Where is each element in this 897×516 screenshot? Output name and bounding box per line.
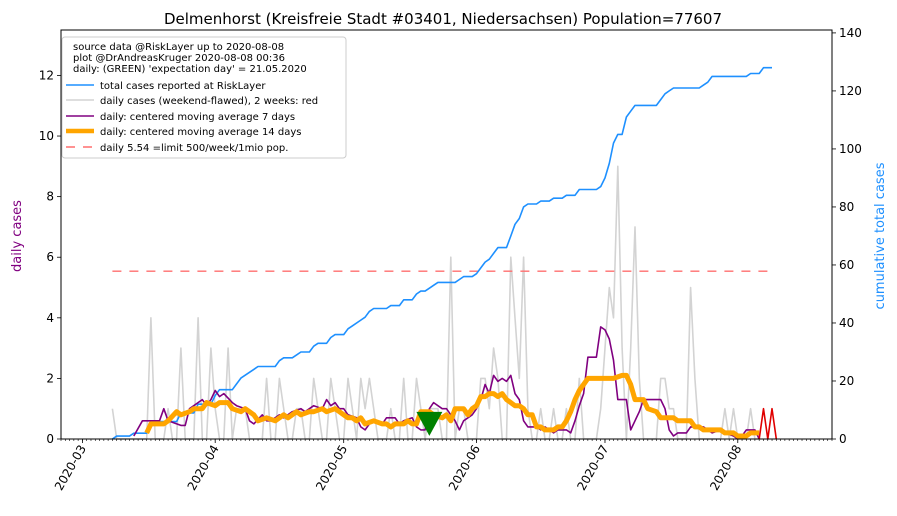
y-right-tick-label: 60: [839, 258, 854, 272]
y-left-tick-label: 2: [46, 371, 54, 385]
y-left-tick-label: 10: [39, 129, 54, 143]
y-axis-right-label: cumulative total cases: [873, 162, 888, 309]
y-left-tick-label: 8: [46, 190, 54, 204]
legend-entry-limit: daily 5.54 =limit 500/week/1mio pop.: [100, 143, 288, 154]
series-line-ma7: [133, 326, 760, 440]
y-axis-left-label: daily cases: [10, 200, 25, 272]
series-line-total-cases: [111, 66, 772, 440]
legend-entry-daily: daily cases (weekend-flawed), 2 weeks: r…: [100, 96, 318, 107]
expectation-day-marker: [416, 411, 443, 436]
y-right-tick-label: 20: [839, 374, 854, 388]
y-right-tick-label: 120: [839, 84, 862, 98]
y-right-tick-label: 80: [839, 200, 854, 214]
y-right-tick-label: 40: [839, 316, 854, 330]
y-right-tick-label: 140: [839, 26, 862, 40]
y-right-tick-label: 0: [839, 432, 847, 446]
legend: source data @RiskLayer up to 2020-08-08 …: [61, 36, 347, 159]
legend-text-plot: plot @DrAndreasKruger 2020-08-08 00:36: [73, 53, 285, 64]
legend-text-source: source data @RiskLayer up to 2020-08-08: [73, 42, 284, 53]
y-left-tick-label: 4: [46, 311, 54, 325]
plot-area: [111, 66, 778, 440]
chart-title: Delmenhorst (Kreisfreie Stadt #03401, Ni…: [164, 10, 722, 28]
y-left-tick-label: 12: [39, 68, 54, 82]
legend-entry-total: total cases reported at RiskLayer: [100, 81, 266, 92]
y-axis-right: 0 20 40 60 80 100 120 140: [832, 26, 862, 446]
legend-entry-ma7: daily: centered moving average 7 days: [100, 112, 295, 123]
legend-box: [61, 36, 347, 159]
legend-entry-ma14: daily: centered moving average 14 days: [100, 127, 301, 138]
series-line-ma14: [144, 372, 760, 439]
y-right-tick-label: 100: [839, 142, 862, 156]
legend-text-expectation: daily: (GREEN) 'expectation day' = 21.05…: [73, 64, 307, 75]
y-left-tick-label: 0: [46, 432, 54, 446]
y-axis-left: 0 2 4 6 8 10 12: [39, 68, 61, 446]
y-left-tick-label: 6: [46, 250, 54, 264]
